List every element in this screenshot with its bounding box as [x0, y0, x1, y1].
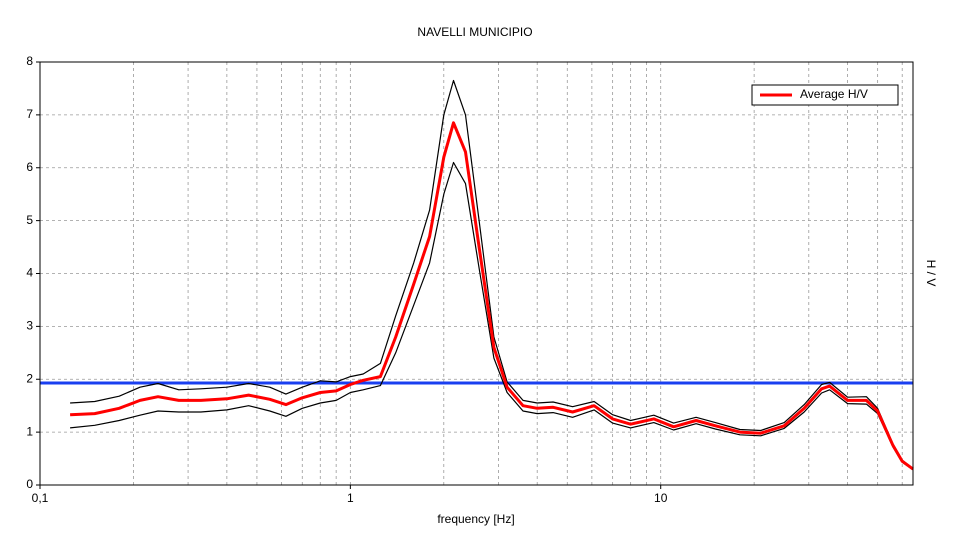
- y-tick-label: 3: [26, 319, 33, 333]
- chart: NAVELLI MUNICIPIO frequency [Hz] H / V 0…: [0, 0, 954, 545]
- y-tick-label: 7: [26, 107, 33, 121]
- y-axis-label: H / V: [924, 260, 938, 287]
- y-tick-label: 2: [26, 371, 33, 385]
- y-tick-label: 6: [26, 160, 33, 174]
- x-axis-label: frequency [Hz]: [437, 512, 514, 526]
- chart-title: NAVELLI MUNICIPIO: [417, 25, 532, 39]
- background: [0, 0, 954, 545]
- y-tick-label: 8: [26, 54, 33, 68]
- y-tick-label: 4: [26, 266, 33, 280]
- y-tick-label: 1: [26, 424, 33, 438]
- legend-label: Average H/V: [800, 87, 868, 101]
- y-tick-label: 0: [26, 477, 33, 491]
- x-tick-label: 1: [347, 491, 354, 505]
- x-tick-label: 10: [654, 491, 668, 505]
- page: {"chart_data": { "type": "line", "title"…: [0, 0, 954, 545]
- y-tick-label: 5: [26, 213, 33, 227]
- x-tick-label: 0,1: [32, 491, 49, 505]
